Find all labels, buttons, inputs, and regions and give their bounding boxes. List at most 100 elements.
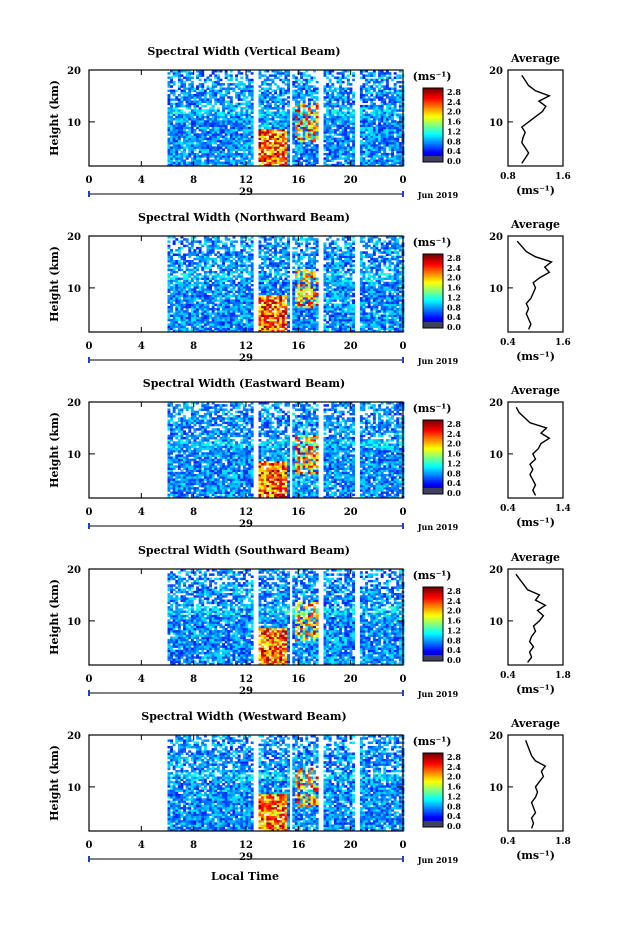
heatmap-cell bbox=[328, 89, 332, 93]
heatmap-cell bbox=[193, 323, 197, 326]
heatmap-cell bbox=[232, 279, 236, 283]
heatmap-cell bbox=[183, 122, 186, 125]
heatmap-cell bbox=[284, 290, 288, 293]
heatmap-cell bbox=[292, 111, 296, 114]
heatmap-cell bbox=[232, 253, 236, 256]
heatmap-cell bbox=[235, 321, 238, 324]
colorbar-segment bbox=[423, 106, 443, 109]
heatmap-cell bbox=[172, 70, 176, 73]
heatmap-cell bbox=[235, 290, 238, 293]
heatmap-cell bbox=[214, 96, 218, 99]
heatmap-cell bbox=[193, 318, 197, 322]
heatmap-cell bbox=[341, 80, 345, 84]
heatmap-cell bbox=[380, 85, 384, 88]
heatmap-cell bbox=[193, 144, 197, 147]
heatmap-cell bbox=[274, 284, 277, 287]
heatmap-cell bbox=[396, 146, 400, 149]
heatmap-cell bbox=[175, 157, 179, 160]
heatmap-cell bbox=[198, 91, 202, 95]
heatmap-cell bbox=[224, 94, 228, 97]
heatmap-cell bbox=[271, 294, 275, 298]
heatmap-cell bbox=[352, 161, 355, 165]
heatmap-cell bbox=[266, 144, 270, 147]
heatmap-cell bbox=[274, 253, 277, 256]
heatmap-cell bbox=[323, 329, 327, 333]
heatmap-cell bbox=[281, 255, 285, 259]
heatmap-cell bbox=[383, 159, 387, 162]
heatmap-cell bbox=[216, 292, 220, 296]
heatmap-cell bbox=[279, 294, 283, 298]
heatmap-cell bbox=[242, 155, 246, 158]
heatmap-cell bbox=[380, 113, 384, 117]
heatmap-cell bbox=[297, 72, 301, 75]
heatmap-cell bbox=[232, 246, 236, 250]
heatmap-cell bbox=[372, 109, 376, 112]
heatmap-cell bbox=[268, 87, 272, 90]
heatmap-cell bbox=[209, 118, 212, 121]
heatmap-cell bbox=[227, 120, 231, 123]
colorbar-segment bbox=[423, 99, 443, 102]
heatmap-cell bbox=[281, 253, 285, 256]
heatmap-cell bbox=[346, 80, 350, 84]
heatmap-cell bbox=[198, 107, 202, 110]
heatmap-cell bbox=[284, 142, 288, 145]
heatmap-cell bbox=[177, 111, 181, 114]
heatmap-cell bbox=[203, 159, 207, 162]
heatmap-cell bbox=[300, 321, 303, 324]
heatmap-cell bbox=[333, 144, 337, 147]
heatmap-cell bbox=[346, 78, 350, 82]
heatmap-cell bbox=[248, 301, 251, 304]
heatmap-cell bbox=[313, 246, 316, 250]
heatmap-cell bbox=[214, 321, 218, 324]
heatmap-cell bbox=[196, 294, 199, 298]
heatmap-cell bbox=[216, 305, 220, 309]
heatmap-cell bbox=[232, 163, 236, 167]
heatmap-cell bbox=[248, 312, 251, 315]
heatmap-cell bbox=[326, 275, 329, 278]
heatmap-cell bbox=[196, 91, 199, 95]
heatmap-cell bbox=[266, 118, 270, 121]
heatmap-cell bbox=[196, 240, 199, 243]
heatmap-cell bbox=[341, 72, 345, 75]
heatmap-cell bbox=[248, 142, 251, 145]
heatmap-cell bbox=[240, 314, 244, 317]
heatmap-cell bbox=[177, 118, 181, 121]
heatmap-cell bbox=[190, 80, 194, 84]
heatmap-cell bbox=[305, 297, 309, 300]
heatmap-cell bbox=[266, 308, 270, 311]
heatmap-cell bbox=[276, 288, 280, 291]
heatmap-cell bbox=[385, 131, 389, 134]
heatmap-cell bbox=[263, 142, 267, 145]
heatmap-cell bbox=[284, 279, 288, 283]
heatmap-cell bbox=[344, 91, 348, 95]
heatmap-cell bbox=[172, 72, 176, 75]
heatmap-cell bbox=[183, 305, 186, 309]
heatmap-cell bbox=[237, 70, 241, 73]
heatmap-cell bbox=[393, 131, 397, 134]
heatmap-cell bbox=[211, 96, 215, 99]
heatmap-cell bbox=[385, 83, 389, 86]
heatmap-cell bbox=[242, 118, 246, 121]
heatmap-cell bbox=[307, 111, 311, 114]
heatmap-cell bbox=[396, 91, 400, 95]
heatmap-cell bbox=[266, 251, 270, 254]
heatmap-cell bbox=[365, 100, 368, 103]
heatmap-cell bbox=[281, 131, 285, 134]
heatmap-cell bbox=[276, 318, 280, 322]
heatmap-cell bbox=[305, 159, 309, 162]
heatmap-cell bbox=[292, 253, 296, 256]
heatmap-cell bbox=[227, 102, 231, 106]
heatmap-cell bbox=[240, 260, 244, 263]
heatmap-cell bbox=[294, 163, 298, 167]
heatmap-cell bbox=[240, 89, 244, 93]
heatmap-cell bbox=[336, 155, 340, 158]
heatmap-cell bbox=[167, 128, 171, 132]
heatmap-cell bbox=[258, 131, 262, 134]
heatmap-cell bbox=[258, 89, 262, 93]
heatmap-cell bbox=[245, 163, 249, 167]
heatmap-cell bbox=[201, 115, 205, 119]
heatmap-cell bbox=[242, 113, 246, 117]
heatmap-cell bbox=[326, 257, 329, 261]
heatmap-cell bbox=[245, 316, 249, 320]
heatmap-cell bbox=[170, 80, 173, 84]
